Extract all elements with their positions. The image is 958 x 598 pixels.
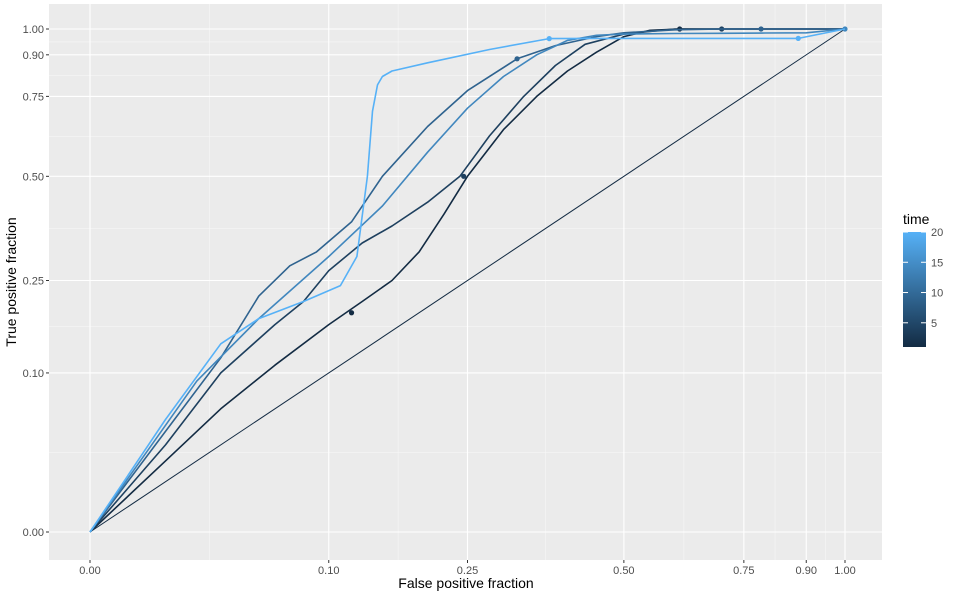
y-tick-label: 0.75: [23, 91, 44, 103]
y-axis-ticks: 0.00 0.10 0.25 0.50 0.75 0.90 1.00: [23, 24, 49, 539]
y-tick-label: 0.00: [23, 527, 44, 539]
x-axis-ticks: 0.00 0.10 0.25 0.50 0.75 0.90 1.00: [79, 560, 856, 577]
roc-curve-time-20: [89, 28, 846, 533]
y-tick-label: 0.50: [23, 171, 44, 183]
cutoff-marker: [795, 35, 801, 41]
roc-curve-time-9: [89, 28, 845, 533]
legend-tick-label: 5: [931, 318, 937, 330]
x-axis-title: False positive fraction: [398, 575, 533, 591]
color-legend: time 5 10 15 20: [903, 211, 943, 347]
y-tick-label: 1.00: [23, 24, 44, 36]
reference-diagonal: [89, 28, 846, 533]
x-tick-label: 0.25: [457, 565, 478, 577]
x-tick-label: 0.00: [79, 565, 100, 577]
legend-colorbar: [903, 232, 926, 347]
y-tick-label: 0.10: [23, 368, 44, 380]
cutoff-marker: [546, 36, 552, 42]
legend-tick-label: 20: [931, 227, 943, 239]
x-tick-label: 0.50: [613, 565, 634, 577]
legend-ticks: 5 10 15 20: [903, 227, 943, 330]
legend-tick-label: 15: [931, 257, 943, 269]
y-tick-label: 0.25: [23, 276, 44, 288]
x-tick-label: 0.10: [318, 565, 339, 577]
roc-curve-time-14: [89, 28, 846, 533]
y-axis-title: True positive fraction: [3, 217, 19, 346]
series-group: [89, 26, 848, 533]
x-tick-label: 0.90: [796, 565, 817, 577]
x-tick-label: 0.75: [733, 565, 754, 577]
x-tick-label: 1.00: [834, 565, 855, 577]
legend-tick-label: 10: [931, 288, 943, 300]
legend-title: time: [903, 211, 930, 227]
cutoff-marker: [348, 310, 355, 316]
cutoff-marker: [758, 26, 764, 32]
cutoff-marker: [514, 56, 520, 62]
cutoff-marker: [461, 173, 467, 179]
y-tick-label: 0.90: [23, 50, 44, 62]
